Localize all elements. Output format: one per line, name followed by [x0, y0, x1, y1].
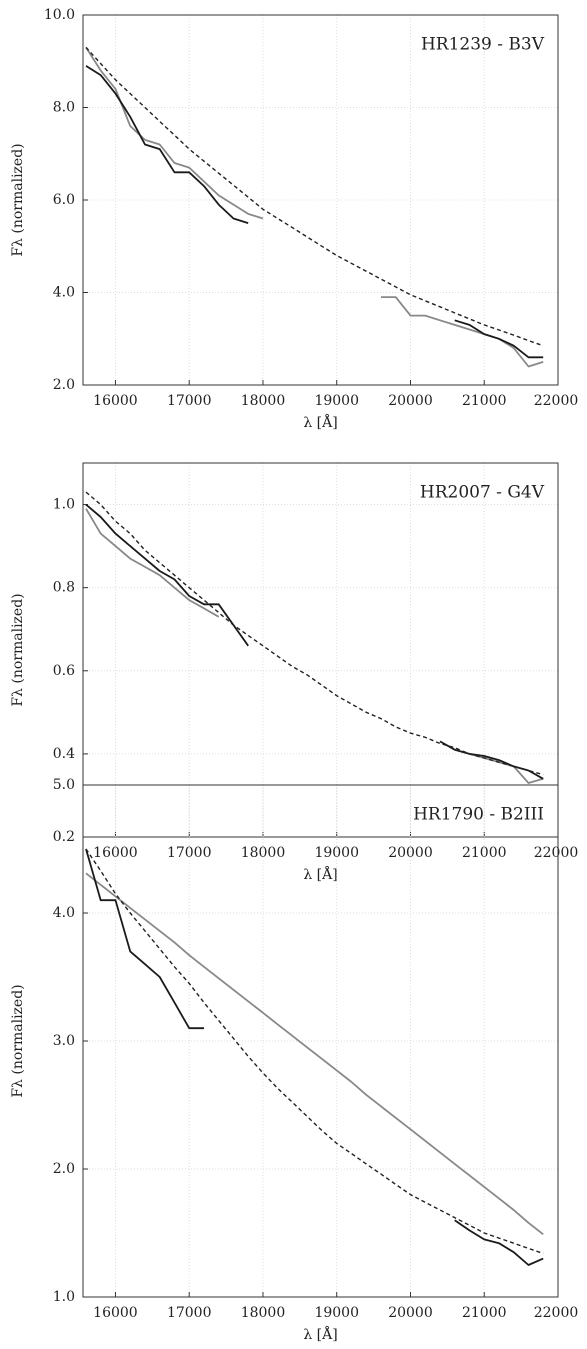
- spectrum-line: [85, 46, 544, 347]
- y-tick-label: 1.0: [53, 497, 75, 513]
- x-tick-label: 21000: [462, 845, 507, 861]
- spectrum-line: [85, 503, 544, 780]
- y-tick-label: 4.0: [53, 905, 75, 921]
- x-tick-label: 19000: [314, 1305, 359, 1321]
- annotation: HR2007 - G4V: [420, 483, 545, 503]
- plot-area: [85, 491, 544, 784]
- panel: 0.2 0.4 0.6 0.8 1.0 16000 17000 18000 19000 20000…: [10, 462, 579, 883]
- x-tick-label: 16000: [93, 845, 138, 861]
- axes-frame: [82, 462, 559, 838]
- y-tick-label: 4.0: [53, 285, 75, 301]
- x-tick-label: 18000: [241, 1305, 286, 1321]
- y-tick-label: 0.4: [53, 746, 75, 762]
- x-axis-label: λ [Å]: [303, 1325, 337, 1343]
- plot-area: [85, 848, 544, 1266]
- x-tick-label: 19000: [314, 845, 359, 861]
- panel: 2.0 4.0 6.0 8.0 10.0 16000 17000 18000 19000 2000…: [10, 7, 578, 431]
- x-tick-label: 22000: [534, 1305, 579, 1321]
- x-tick-label: 16000: [93, 393, 138, 409]
- spectrum-line: [85, 491, 544, 776]
- panel: 1.0 2.0 3.0 4.0 5.0 16000 17000 18000 19000 20000…: [10, 777, 578, 1343]
- plot-area: [85, 46, 544, 368]
- x-tick-label: 17000: [167, 393, 212, 409]
- spectrum-line: [85, 508, 544, 784]
- x-tick-label: 20000: [388, 845, 433, 861]
- y-tick-label: 3.0: [53, 1033, 75, 1049]
- spectrum-line: [85, 848, 544, 1255]
- x-tick-label: 17000: [167, 1305, 212, 1321]
- y-tick-label: 1.0: [53, 1289, 75, 1305]
- x-tick-label: 18000: [241, 845, 286, 861]
- spectrum-line: [85, 848, 544, 1266]
- axes-frame: [82, 14, 559, 386]
- axes-frame: [82, 784, 559, 1298]
- y-axis-label: Fλ (normalized): [10, 143, 26, 256]
- x-tick-label: 21000: [462, 393, 507, 409]
- x-tick-label: 21000: [462, 1305, 507, 1321]
- x-tick-label: 19000: [314, 393, 359, 409]
- y-tick-label: 2.0: [53, 1161, 75, 1177]
- spectrum-line: [85, 872, 544, 1236]
- y-tick-label: 0.6: [53, 663, 75, 679]
- y-tick-label: 0.2: [53, 829, 75, 845]
- x-tick-label: 18000: [241, 393, 286, 409]
- x-tick-label: 17000: [167, 845, 212, 861]
- spectrum-line: [85, 46, 544, 368]
- y-axis-label: Fλ (normalized): [10, 593, 26, 706]
- y-axis-label: Fλ (normalized): [10, 984, 26, 1097]
- y-tick-label: 10.0: [44, 7, 75, 23]
- x-tick-label: 16000: [93, 1305, 138, 1321]
- annotation: HR1239 - B3V: [421, 35, 545, 55]
- y-tick-label: 6.0: [53, 192, 75, 208]
- x-tick-label: 20000: [388, 393, 433, 409]
- y-tick-label: 8.0: [53, 100, 75, 116]
- x-tick-label: 22000: [534, 393, 579, 409]
- x-axis-label: λ [Å]: [303, 413, 337, 431]
- y-tick-label: 2.0: [53, 377, 75, 393]
- spectrum-line: [85, 65, 544, 359]
- x-axis-label: λ [Å]: [303, 865, 337, 883]
- y-tick-label: 0.8: [53, 580, 75, 596]
- y-tick-label: 5.0: [53, 777, 75, 793]
- x-tick-label: 22000: [534, 845, 579, 861]
- annotation: HR1790 - B2III: [413, 805, 544, 825]
- x-tick-label: 20000: [388, 1305, 433, 1321]
